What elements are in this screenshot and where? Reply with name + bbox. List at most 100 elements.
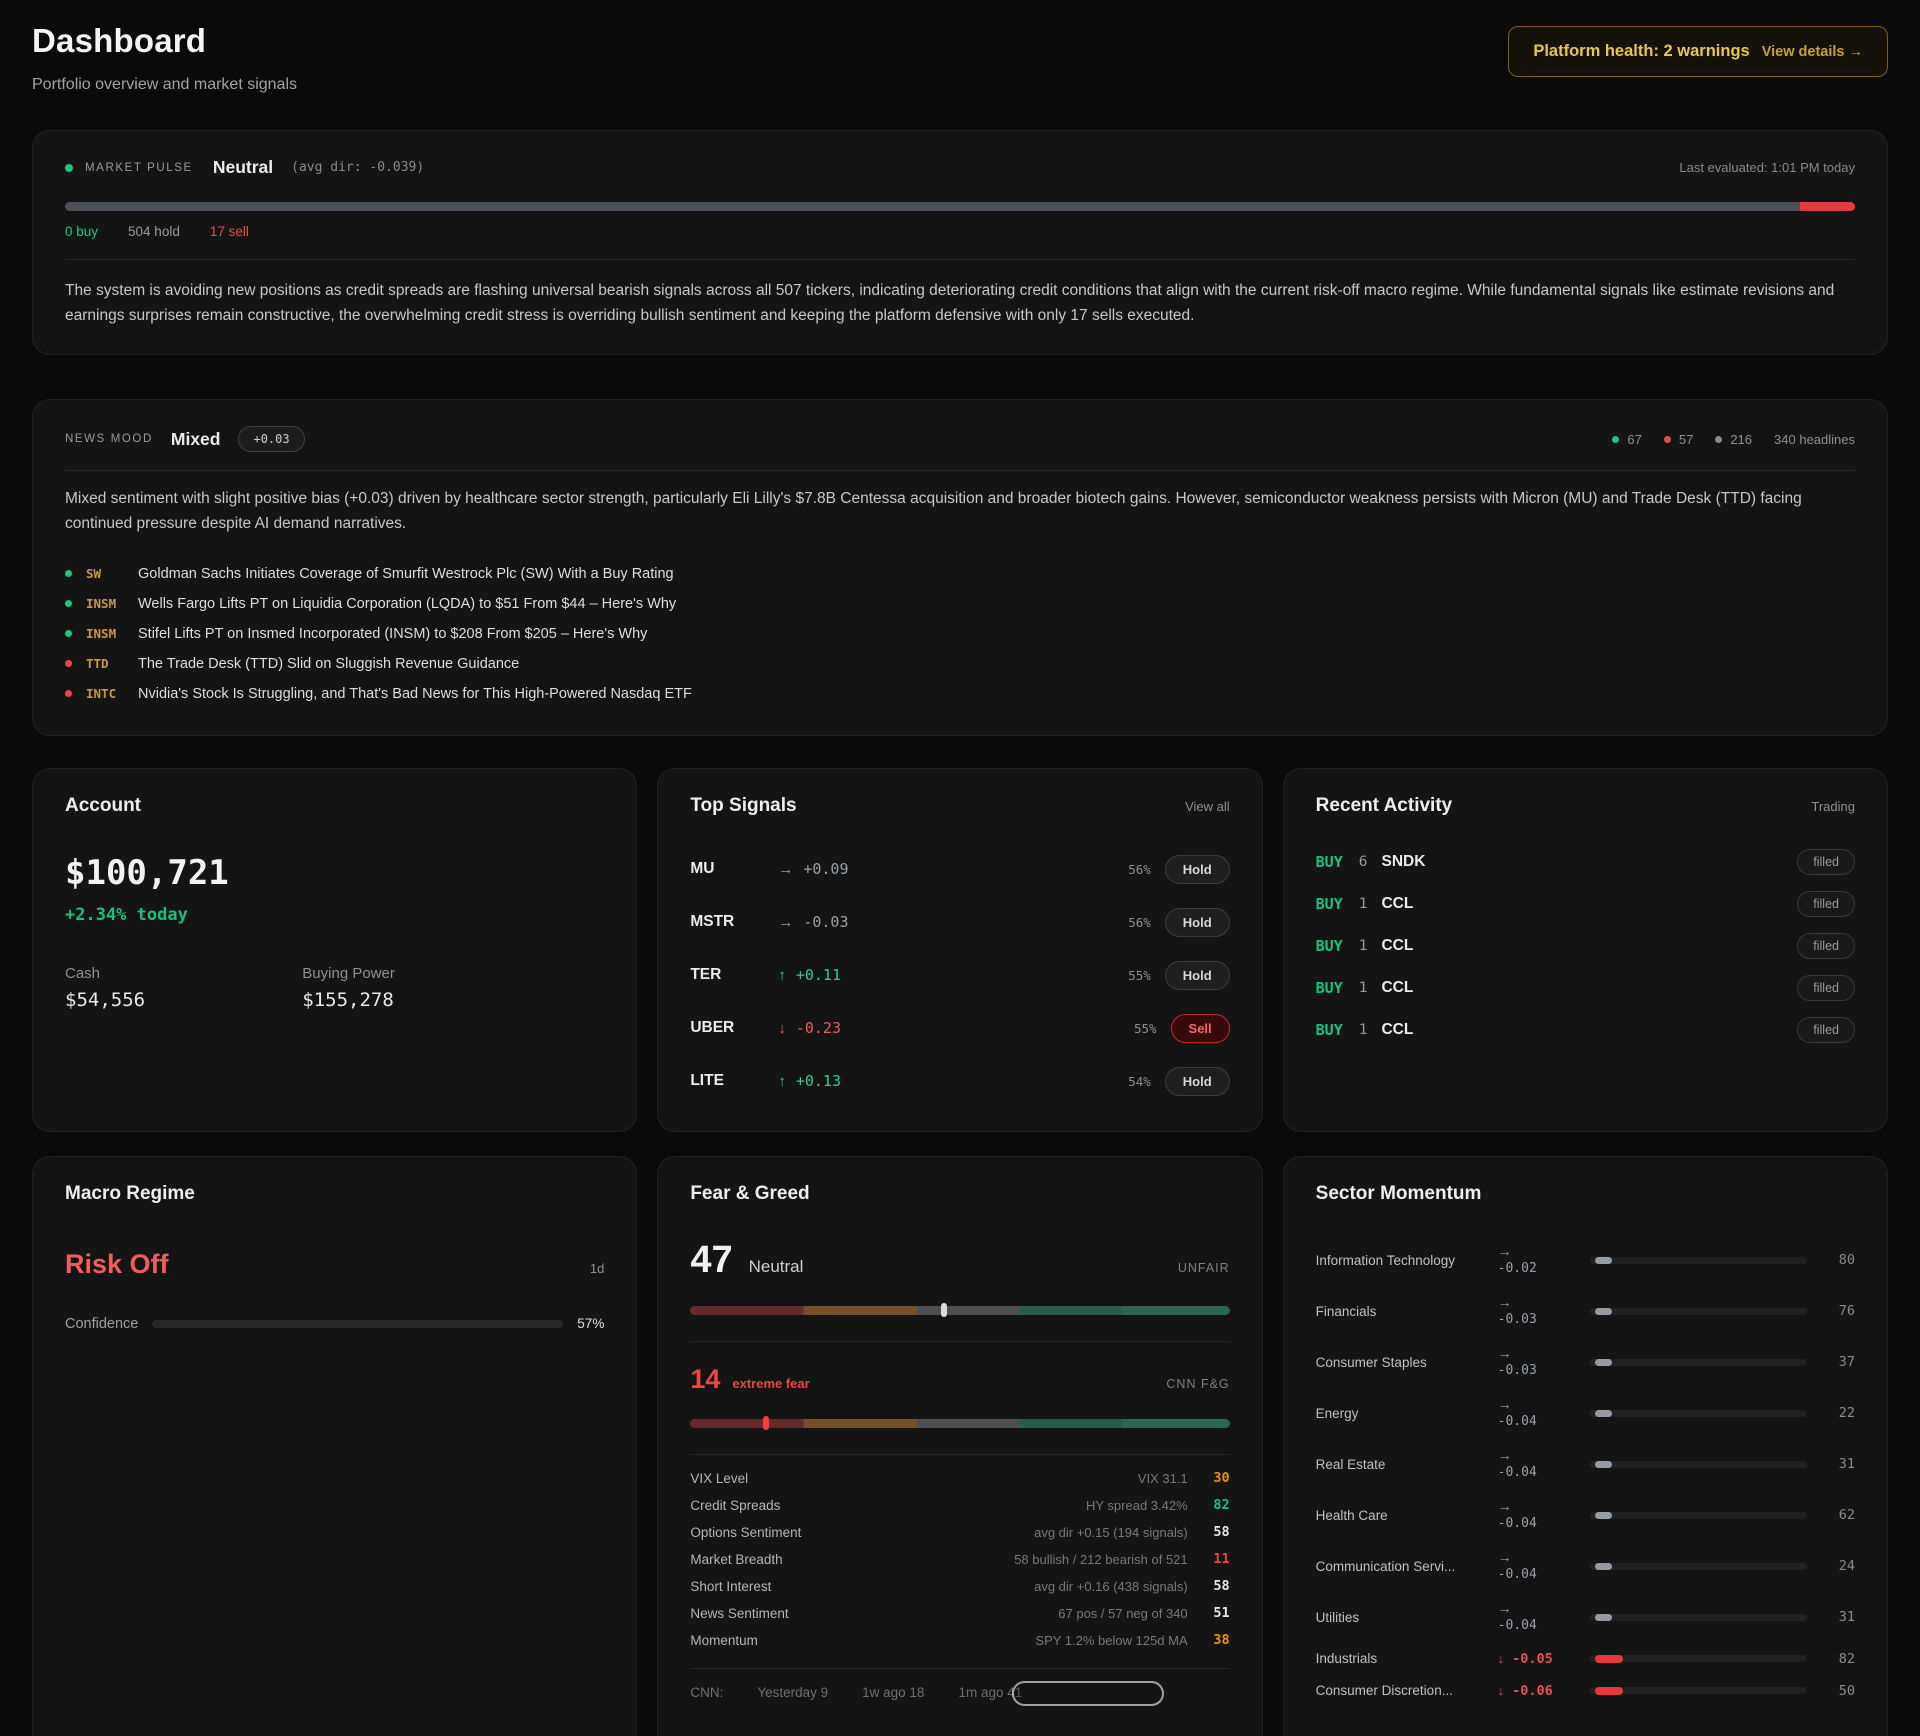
sector-row: Energy → -0.04 22 [1316, 1388, 1855, 1439]
fear-greed-title: Fear & Greed [690, 1182, 810, 1204]
activity-row[interactable]: BUY 1 CCL filled [1316, 1009, 1855, 1051]
order-status-badge: filled [1797, 974, 1855, 1001]
platform-health-link[interactable]: View details → [1761, 43, 1863, 60]
fear-greed-internal-row: 47 Neutral UNFAIR [690, 1239, 1229, 1282]
activity-row[interactable]: BUY 6 SNDK filled [1316, 841, 1855, 883]
activity-row[interactable]: BUY 1 CCL filled [1316, 883, 1855, 925]
order-status-badge: filled [1797, 890, 1855, 917]
sector-value: -0.04 [1497, 1566, 1537, 1582]
order-status-badge: filled [1797, 932, 1855, 959]
sentiment-dot-icon [65, 570, 72, 578]
sector-momentum-bar [1589, 1460, 1807, 1468]
order-side: BUY [1315, 978, 1343, 997]
buying-power-label: Buying Power [302, 964, 395, 982]
top-signals-header: Top Signals View all [690, 795, 1229, 817]
news-ticker: INTC [86, 686, 117, 702]
account-equity: $100,721 [65, 852, 229, 893]
metric-right: SPY 1.2% below 125d MA 38 [1035, 1632, 1229, 1648]
market-pulse-label: MARKET PULSE [85, 161, 193, 174]
signal-row[interactable]: MU → +0.09 56% Hold [690, 843, 1230, 896]
fear-greed-metrics: VIX Level VIX 31.1 30 Credit Spreads HY … [690, 1465, 1229, 1654]
sentiment-dot-icon [65, 690, 72, 698]
news-mood-summary: Mixed sentiment with slight positive bia… [65, 490, 1802, 533]
metric-label: News Sentiment [690, 1605, 789, 1621]
macro-regime-row: Risk Off 1d [65, 1249, 604, 1280]
view-all-link[interactable]: View all [1185, 798, 1230, 814]
sector-momentum-bar [1589, 1358, 1807, 1366]
activity-row[interactable]: BUY 1 CCL filled [1316, 925, 1855, 967]
signal-row[interactable]: TER ↑ +0.11 55% Hold [690, 949, 1230, 1002]
platform-health-button[interactable]: Platform health: 2 warnings View details… [1508, 26, 1888, 77]
news-item[interactable]: INSM Stifel Lifts PT on Insmed Incorpora… [65, 619, 1855, 649]
order-side: BUY [1315, 852, 1343, 871]
sector-row: Health Care → -0.04 62 [1316, 1490, 1855, 1541]
metric-label: Market Breadth [690, 1551, 783, 1567]
buy-count: 0 buy [65, 224, 99, 239]
signal-ticker: MSTR [690, 913, 735, 931]
order-ticker: CCL [1381, 936, 1414, 954]
sector-score: 82 [1838, 1650, 1855, 1667]
sector-name: Real Estate [1315, 1456, 1386, 1472]
footer-week: 1w ago 18 [862, 1684, 925, 1700]
news-item[interactable]: TTD The Trade Desk (TTD) Slid on Sluggis… [65, 649, 1855, 679]
signal-row[interactable]: LITE ↑ +0.13 54% Hold [690, 1055, 1230, 1108]
signal-right: 54% Hold [1128, 1066, 1230, 1096]
news-headline: The Trade Desk (TTD) Slid on Sluggish Re… [138, 655, 520, 672]
signal-right: 56% Hold [1128, 907, 1230, 937]
signal-value: +0.11 [795, 966, 841, 985]
news-item[interactable]: SW Goldman Sachs Initiates Coverage of S… [65, 559, 1855, 589]
metric-label: Options Sentiment [690, 1524, 802, 1540]
cnn-gauge [690, 1416, 1230, 1431]
metric-score: 51 [1213, 1605, 1230, 1622]
market-pulse-card: MARKET PULSE Neutral (avg dir: -0.039) L… [32, 130, 1888, 356]
sector-momentum-knob [1594, 1256, 1612, 1264]
metric-score: 38 [1213, 1632, 1230, 1649]
sector-row: Information Technology → -0.02 80 [1316, 1235, 1855, 1286]
fear-greed-metric-row: Momentum SPY 1.2% below 125d MA 38 [690, 1627, 1229, 1654]
metric-detail: 58 bullish / 212 bearish of 521 [1014, 1551, 1188, 1567]
order-ticker: CCL [1381, 1020, 1414, 1038]
sector-row: Consumer Staples → -0.03 37 [1316, 1337, 1855, 1388]
cash-value: $54,556 [65, 988, 146, 1011]
macro-regime-value: Risk Off [65, 1248, 169, 1279]
news-item[interactable]: INSM Wells Fargo Lifts PT on Liquidia Co… [65, 589, 1855, 619]
fear-greed-metric-row: News Sentiment 67 pos / 57 neg of 340 51 [690, 1600, 1229, 1627]
metric-detail: avg dir +0.16 (438 signals) [1034, 1578, 1188, 1594]
activity-row[interactable]: BUY 1 CCL filled [1316, 967, 1855, 1009]
internal-gauge-marker [940, 1303, 947, 1318]
direction-arrow-icon: ↑ [778, 966, 786, 984]
order-quantity: 1 [1358, 1021, 1368, 1038]
sector-name: Financials [1315, 1303, 1377, 1319]
sector-momentum-knob [1594, 1460, 1612, 1468]
account-card: Account $100,721 +2.34% today Cash $54,5… [32, 767, 638, 1132]
metric-score: 58 [1213, 1578, 1230, 1595]
news-item[interactable]: INTC Nvidia's Stock Is Struggling, and T… [65, 679, 1855, 709]
order-side: BUY [1315, 894, 1343, 913]
metric-detail: HY spread 3.42% [1085, 1497, 1188, 1513]
metric-label: Credit Spreads [690, 1497, 781, 1513]
scrollbar-thumb[interactable] [1012, 1680, 1165, 1706]
news-ticker: INSM [86, 596, 117, 612]
sector-value: -0.03 [1497, 1362, 1537, 1378]
news-mood-counts: 67 57 216 340 headlines [1612, 432, 1855, 447]
macro-regime-period: 1d [589, 1260, 605, 1276]
news-list: SW Goldman Sachs Initiates Coverage of S… [65, 559, 1855, 709]
news-mood-label: NEWS MOOD [65, 433, 153, 446]
market-pulse-bar [65, 202, 1855, 211]
signal-row[interactable]: UBER ↓ -0.23 55% Sell [690, 1002, 1230, 1055]
sector-momentum-bar [1589, 1613, 1807, 1621]
signal-row[interactable]: MSTR → -0.03 56% Hold [690, 896, 1230, 949]
page-header: Dashboard Portfolio overview and market … [16, 0, 1904, 130]
confidence-bar [152, 1319, 564, 1328]
fear-greed-internal-tag: UNFAIR [1177, 1260, 1230, 1275]
signal-confidence: 55% [1133, 1020, 1157, 1036]
sector-direction: → -0.04 [1498, 1549, 1590, 1583]
fear-greed-footer: CNN: Yesterday 9 1w ago 18 1m ago 41 [690, 1680, 1229, 1706]
recent-activity-header: Recent Activity Trading [1316, 795, 1855, 817]
order-quantity: 1 [1358, 979, 1368, 996]
sentiment-dot-icon [65, 600, 72, 608]
sector-momentum-knob [1594, 1511, 1612, 1519]
news-mood-status: Mixed [170, 428, 221, 449]
sector-arrow-icon: → [1497, 1243, 1512, 1260]
cnn-label: extreme fear [732, 1375, 810, 1391]
